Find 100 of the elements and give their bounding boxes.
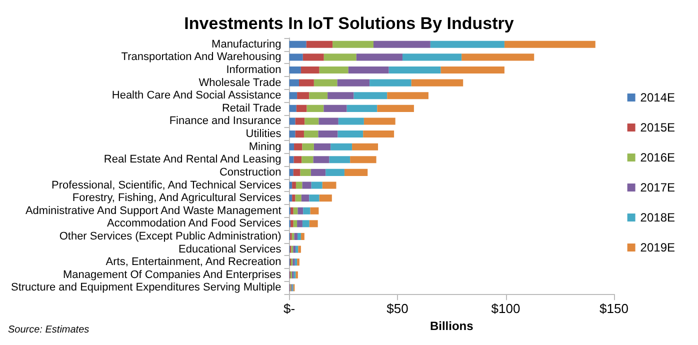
legend-label: 2015E	[640, 120, 676, 134]
bar	[302, 182, 312, 189]
bar	[328, 92, 354, 100]
chart-title: Investments In IoT Solutions By Industry	[184, 14, 514, 33]
y-tick-label: Administrative And Support And Waste Management	[25, 204, 282, 217]
bar	[309, 220, 318, 228]
bar	[324, 104, 347, 112]
bar	[289, 40, 306, 48]
x-tick-label: $50	[386, 301, 408, 316]
bar	[289, 104, 296, 112]
bar	[350, 156, 376, 164]
bar	[373, 40, 430, 48]
y-tick-label: Construction	[219, 166, 282, 178]
bar	[309, 92, 328, 100]
y-tick-label: Professional, Scientific, And Technical Services	[52, 179, 282, 192]
bar	[314, 79, 338, 86]
y-tick-label: Information	[226, 64, 282, 76]
y-tick-label: Accommodation And Food Services	[106, 218, 282, 230]
y-tick-label: Forestry, Fishing, And Agricultural Services	[72, 192, 282, 204]
bar	[346, 104, 378, 112]
bar	[289, 182, 292, 189]
x-tick-label: $100	[491, 301, 520, 316]
bar	[294, 143, 302, 150]
bar	[298, 207, 304, 214]
bar	[294, 232, 298, 240]
y-tick-label: Utilities	[246, 128, 282, 140]
y-tick-label: Structure and Equipment Expenditures Serving Multiple	[10, 282, 282, 294]
legend-label: 2014E	[640, 90, 676, 104]
bar	[348, 66, 389, 74]
y-tick-label: Manufacturing	[212, 38, 282, 50]
bar	[309, 194, 320, 202]
bar	[289, 143, 294, 150]
bar	[294, 156, 302, 164]
bar	[326, 168, 344, 176]
y-tick-label: Health Care And Social Assistance	[112, 90, 282, 102]
bar	[330, 143, 352, 150]
bar	[289, 92, 298, 100]
bar	[387, 92, 428, 100]
bar	[318, 130, 338, 138]
legend-label: 2018E	[640, 210, 676, 224]
bar	[297, 232, 301, 240]
bar	[311, 182, 322, 189]
bar	[295, 194, 302, 202]
bar	[352, 143, 378, 150]
legend-label: 2019E	[640, 240, 676, 254]
bar	[306, 40, 333, 48]
bar	[314, 143, 331, 150]
y-tick-label: Educational Services	[178, 243, 282, 256]
bar	[289, 54, 303, 61]
bar	[289, 156, 294, 164]
bar	[303, 207, 310, 214]
bar	[300, 168, 311, 176]
x-tick-label: $150	[600, 301, 628, 316]
bar	[430, 40, 504, 48]
bar	[310, 168, 326, 176]
bar	[322, 182, 336, 189]
bar	[293, 220, 298, 228]
bar	[364, 118, 396, 125]
bar	[289, 79, 299, 86]
bar	[293, 207, 298, 214]
bar	[299, 79, 314, 86]
bar	[318, 118, 338, 125]
bar	[306, 104, 324, 112]
bar	[504, 40, 596, 48]
bar	[302, 54, 324, 61]
bar	[302, 143, 314, 150]
bar	[332, 40, 374, 48]
x-axis-title: Billions	[430, 319, 474, 333]
y-tick-label: Mining	[248, 140, 282, 153]
bar	[337, 79, 370, 86]
bar	[289, 130, 296, 138]
bar	[289, 66, 301, 74]
bar	[295, 130, 304, 138]
bar	[290, 207, 294, 214]
bar	[344, 168, 368, 176]
y-tick-label: Management Of Companies And Enterprises	[62, 268, 282, 281]
x-tick-label: $-	[283, 301, 296, 316]
bar	[302, 156, 314, 164]
bar	[297, 92, 310, 100]
bar	[293, 246, 296, 253]
bar	[324, 54, 356, 61]
bar	[338, 130, 364, 138]
bar	[462, 54, 534, 61]
bar	[377, 104, 414, 112]
bar	[300, 232, 304, 240]
bar	[301, 194, 310, 202]
bar	[300, 66, 320, 74]
y-tick-label: Transportation And Warehousing	[121, 51, 282, 64]
bar	[304, 118, 319, 125]
bar	[313, 156, 330, 164]
bar	[295, 118, 305, 125]
y-tick-label: Real Estate And Rental And Leasing	[104, 154, 282, 166]
source-note: Source: Estimates	[8, 324, 90, 336]
bar	[388, 66, 441, 74]
y-tick-label: Finance and Insurance	[169, 115, 282, 128]
bar	[297, 220, 302, 228]
bar	[296, 182, 302, 189]
bar	[304, 130, 318, 138]
bar	[356, 54, 402, 61]
bar	[319, 66, 348, 74]
